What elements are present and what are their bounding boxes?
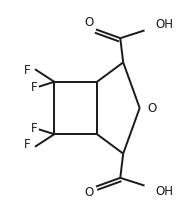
Text: O: O [85, 16, 94, 29]
Text: OH: OH [155, 19, 173, 32]
Text: F: F [23, 64, 30, 77]
Text: F: F [23, 138, 30, 151]
Text: OH: OH [155, 184, 173, 197]
Text: F: F [31, 81, 38, 94]
Text: O: O [147, 102, 157, 114]
Text: O: O [85, 186, 94, 199]
Text: F: F [31, 122, 38, 135]
